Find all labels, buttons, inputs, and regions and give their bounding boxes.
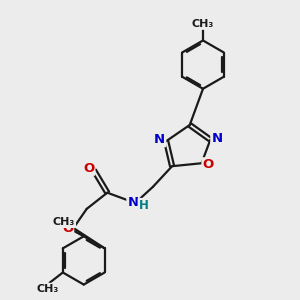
- Text: O: O: [202, 158, 214, 171]
- Text: H: H: [139, 199, 148, 212]
- Text: N: N: [128, 196, 139, 209]
- Text: N: N: [154, 133, 165, 146]
- Text: CH₃: CH₃: [37, 284, 59, 294]
- Text: CH₃: CH₃: [53, 217, 75, 227]
- Text: N: N: [211, 132, 222, 145]
- Text: O: O: [62, 221, 73, 235]
- Text: CH₃: CH₃: [192, 19, 214, 29]
- Text: O: O: [83, 162, 94, 175]
